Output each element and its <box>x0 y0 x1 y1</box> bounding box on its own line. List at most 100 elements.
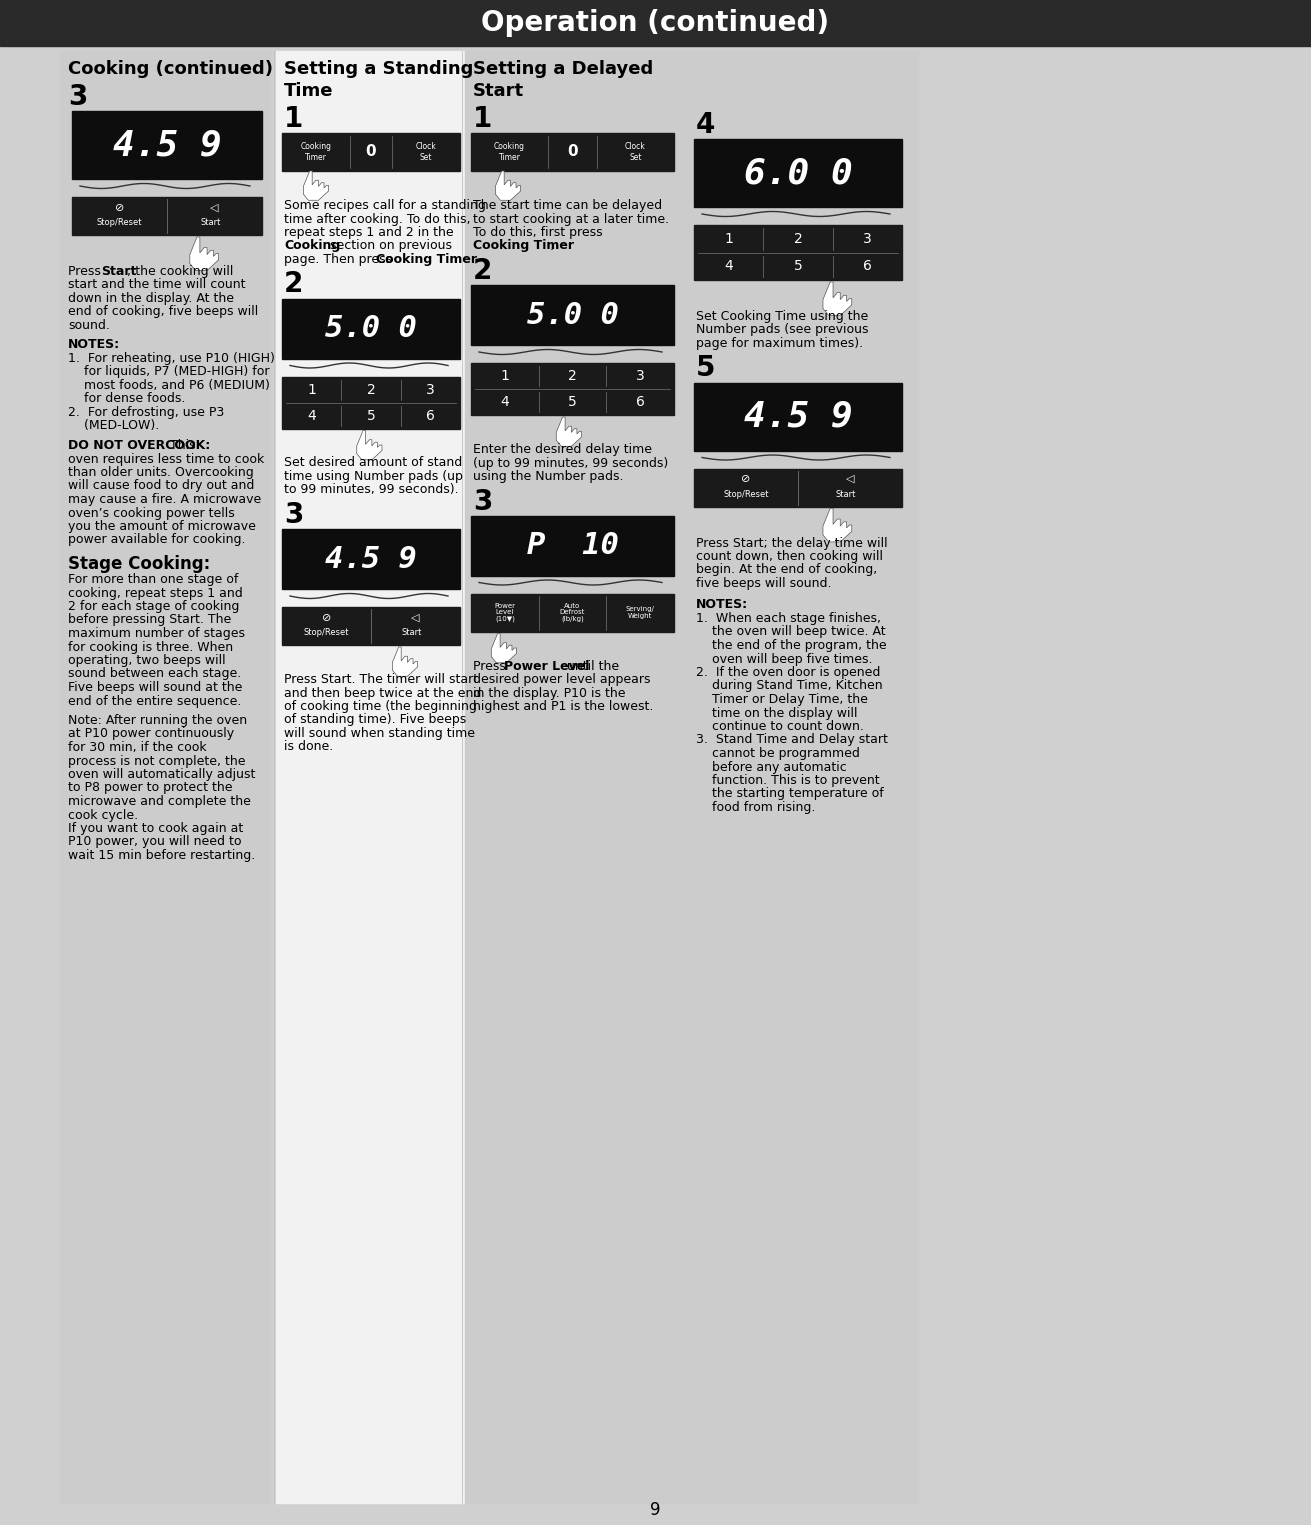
Text: 3: 3 <box>863 232 872 246</box>
Text: end of cooking, five beeps will: end of cooking, five beeps will <box>68 305 258 319</box>
Text: Power Level: Power Level <box>503 659 590 673</box>
Text: five beeps will sound.: five beeps will sound. <box>696 576 831 590</box>
Text: 2: 2 <box>568 369 577 383</box>
Text: 3: 3 <box>636 369 645 383</box>
Text: 6: 6 <box>863 259 872 273</box>
Text: most foods, and P6 (MEDIUM): most foods, and P6 (MEDIUM) <box>68 380 270 392</box>
Bar <box>282 377 460 429</box>
Text: (up to 99 minutes, 99 seconds): (up to 99 minutes, 99 seconds) <box>473 456 669 470</box>
Text: you the amount of microwave: you the amount of microwave <box>68 520 256 534</box>
Bar <box>60 50 270 1504</box>
Text: 4.5 9: 4.5 9 <box>113 128 222 162</box>
Text: 3: 3 <box>284 502 303 529</box>
Text: is done.: is done. <box>284 741 333 753</box>
Text: for 30 min, if the cook: for 30 min, if the cook <box>68 741 207 753</box>
Text: ◁: ◁ <box>846 474 855 483</box>
Text: Enter the desired delay time: Enter the desired delay time <box>473 442 652 456</box>
Text: section on previous: section on previous <box>326 239 452 253</box>
Text: down in the display. At the: down in the display. At the <box>68 291 233 305</box>
Text: will cause food to dry out and: will cause food to dry out and <box>68 479 254 493</box>
Text: 2: 2 <box>793 232 802 246</box>
Text: the oven will beep twice. At: the oven will beep twice. At <box>696 625 886 639</box>
Text: repeat steps 1 and 2 in the: repeat steps 1 and 2 in the <box>284 226 454 239</box>
Bar <box>282 133 460 171</box>
Bar <box>282 529 460 589</box>
Text: Press Start. The timer will start: Press Start. The timer will start <box>284 673 479 686</box>
Text: NOTES:: NOTES: <box>696 598 749 612</box>
Text: microwave and complete the: microwave and complete the <box>68 795 250 808</box>
Text: 4.5 9: 4.5 9 <box>325 544 417 573</box>
Text: 4: 4 <box>307 409 316 422</box>
Text: 5.0 0: 5.0 0 <box>325 314 417 343</box>
Text: to P8 power to protect the: to P8 power to protect the <box>68 781 232 795</box>
Text: time after cooking. To do this,: time after cooking. To do this, <box>284 212 471 226</box>
Text: Start: Start <box>835 490 856 499</box>
Text: 5.0 0: 5.0 0 <box>527 300 619 329</box>
Text: Set Cooking Time using the: Set Cooking Time using the <box>696 310 868 323</box>
Text: the starting temperature of: the starting temperature of <box>696 787 884 801</box>
Text: desired power level appears: desired power level appears <box>473 673 650 686</box>
Text: Cooking: Cooking <box>284 239 341 253</box>
Text: NOTES:: NOTES: <box>68 339 121 351</box>
Text: Clock
Set: Clock Set <box>416 142 437 162</box>
Text: cook cycle.: cook cycle. <box>68 808 138 822</box>
Text: until the: until the <box>562 659 619 673</box>
Text: begin. At the end of cooking,: begin. At the end of cooking, <box>696 564 877 576</box>
Bar <box>72 197 262 235</box>
Text: of cooking time (the beginning: of cooking time (the beginning <box>284 700 477 714</box>
Text: process is not complete, the: process is not complete, the <box>68 755 245 767</box>
Text: Operation (continued): Operation (continued) <box>481 9 829 37</box>
Text: ◁: ◁ <box>412 613 420 622</box>
Text: cannot be programmed: cannot be programmed <box>696 747 860 759</box>
Text: 5: 5 <box>793 259 802 273</box>
Bar <box>471 133 674 171</box>
Text: for cooking is three. When: for cooking is three. When <box>68 640 233 654</box>
Text: to 99 minutes, 99 seconds).: to 99 minutes, 99 seconds). <box>284 483 459 497</box>
Text: page for maximum times).: page for maximum times). <box>696 337 863 351</box>
Polygon shape <box>556 416 582 447</box>
Text: sound between each stage.: sound between each stage. <box>68 668 241 680</box>
Text: time on the display will: time on the display will <box>696 706 857 720</box>
Bar <box>694 226 902 281</box>
Text: 1: 1 <box>724 232 733 246</box>
Text: 5: 5 <box>367 409 375 422</box>
Text: Note: After running the oven: Note: After running the oven <box>68 714 248 727</box>
Text: maximum number of stages: maximum number of stages <box>68 627 245 640</box>
Text: may cause a fire. A microwave: may cause a fire. A microwave <box>68 493 261 506</box>
Bar <box>471 285 674 345</box>
Text: 1: 1 <box>307 383 316 396</box>
Text: 3: 3 <box>473 488 493 515</box>
Text: start and the time will count: start and the time will count <box>68 279 245 291</box>
Polygon shape <box>190 236 219 270</box>
Text: 0: 0 <box>366 145 376 160</box>
Text: Power
Level
(10▼): Power Level (10▼) <box>494 602 515 622</box>
Text: 4: 4 <box>724 259 733 273</box>
Polygon shape <box>303 171 329 200</box>
Text: ; the cooking will: ; the cooking will <box>127 265 233 278</box>
Text: oven will beep five times.: oven will beep five times. <box>696 653 873 665</box>
Text: DO NOT OVERCOOK:: DO NOT OVERCOOK: <box>68 439 210 451</box>
Text: 2: 2 <box>284 270 303 299</box>
Bar <box>72 111 262 178</box>
Text: 1: 1 <box>284 105 303 133</box>
Text: than older units. Overcooking: than older units. Overcooking <box>68 467 254 479</box>
Text: 6.0 0: 6.0 0 <box>743 156 852 191</box>
Text: 0: 0 <box>568 145 578 160</box>
Text: Stage Cooking:: Stage Cooking: <box>68 555 210 573</box>
Text: To do this, first press: To do this, first press <box>473 226 603 239</box>
Text: 2.  For defrosting, use P3: 2. For defrosting, use P3 <box>68 406 224 419</box>
Bar <box>282 299 460 358</box>
Text: Start: Start <box>401 628 422 637</box>
Text: 3: 3 <box>68 82 88 111</box>
Text: before pressing Start. The: before pressing Start. The <box>68 613 231 627</box>
Text: Setting a Standing: Setting a Standing <box>284 59 473 78</box>
Text: Stop/Reset: Stop/Reset <box>304 628 349 637</box>
Text: Cooking
Timer: Cooking Timer <box>494 142 526 162</box>
Text: Cooking Timer: Cooking Timer <box>473 239 574 253</box>
Text: will sound when standing time: will sound when standing time <box>284 727 475 740</box>
Bar <box>277 50 465 1504</box>
Bar <box>694 383 902 450</box>
Text: in the display. P10 is the: in the display. P10 is the <box>473 686 625 700</box>
Polygon shape <box>823 282 852 316</box>
Bar <box>471 363 674 415</box>
